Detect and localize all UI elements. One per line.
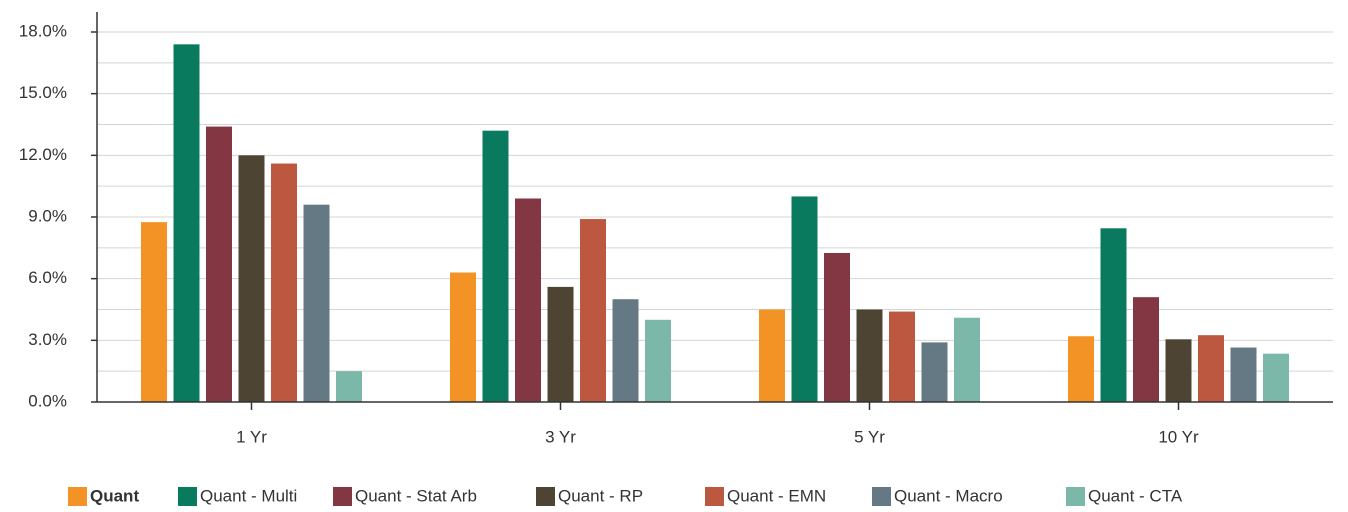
x-tick-label: 3 Yr [545,427,576,446]
legend-swatch [705,487,724,506]
bar [1068,336,1094,402]
bar [856,309,883,402]
y-tick-label: 18.0% [19,21,67,40]
bar [141,222,167,402]
y-tick-label: 0.0% [28,391,67,410]
bar [612,299,639,402]
bar [1133,297,1159,402]
legend-swatch [872,487,891,506]
bar [1100,228,1127,402]
bar [336,371,362,402]
legend-swatch [1066,487,1085,506]
legend-swatch [536,487,555,506]
legend-label: Quant - Macro [894,486,1003,505]
bar [645,319,671,402]
legend-swatch [178,487,197,506]
y-tick-label: 6.0% [28,268,67,287]
legend-label: Quant - EMN [727,486,826,505]
y-tick-label: 3.0% [28,330,67,349]
legend-swatch [333,487,352,506]
bar [303,204,330,402]
x-tick-label: 1 Yr [236,427,267,446]
y-tick-label: 9.0% [28,206,67,225]
bar [759,309,785,402]
legend-label: Quant [90,486,139,505]
bar [824,252,850,402]
bar [889,311,915,402]
bar [206,126,232,403]
legend-swatch [68,487,87,506]
x-tick-label: 10 Yr [1158,427,1199,446]
bar [450,272,476,402]
bar [1230,347,1257,402]
bar [791,196,818,402]
legend-label: Quant - CTA [1088,486,1183,505]
bar [1198,335,1224,402]
legend-label: Quant - Multi [200,486,297,505]
y-tick-label: 12.0% [19,145,67,164]
y-tick-label: 15.0% [19,83,67,102]
bar [1165,339,1192,402]
bar [515,198,541,402]
bar [238,155,265,402]
bar [482,130,509,402]
bar [1263,353,1289,402]
legend-label: Quant - RP [558,486,643,505]
bar [173,44,200,402]
bar [271,163,297,402]
bar [547,286,574,402]
bar [921,342,948,402]
legend-label: Quant - Stat Arb [355,486,477,505]
bar [580,219,606,402]
bar [954,317,980,402]
x-tick-label: 5 Yr [854,427,885,446]
